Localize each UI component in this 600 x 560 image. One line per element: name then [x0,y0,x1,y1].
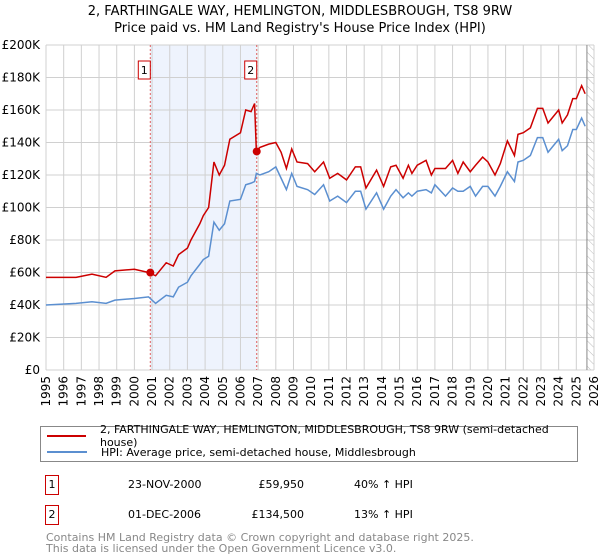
x-tick-label: 2023 [534,376,548,407]
sale-row: 1 23-NOV-2000 £59,950 40% ↑ HPI [40,475,600,495]
y-tick-label: £80K [9,233,41,247]
x-tick-label: 2024 [552,376,566,407]
x-tick-label: 2020 [481,376,495,407]
x-tick-label: 1995 [39,376,53,407]
x-tick-label: 2000 [127,376,141,407]
x-tick-label: 2015 [393,376,407,407]
sale-marker-label: 1 [141,64,148,77]
x-tick-label: 2013 [357,376,371,407]
sale-marker: 2 [45,505,59,525]
x-tick-label: 2002 [163,376,177,407]
x-tick-label: 2003 [180,376,194,407]
y-tick-label: £20K [9,331,41,345]
x-tick-label: 2008 [269,376,283,407]
sale-date: 23-NOV-2000 [128,478,202,491]
x-tick-label: 2021 [499,376,513,407]
y-tick-label: £140K [2,136,42,150]
legend-item-property: 2, FARTHINGALE WAY, HEMLINGTON, MIDDLESB… [41,423,577,449]
chart-subtitle: Price paid vs. HM Land Registry's House … [114,21,486,36]
x-tick-label: 2016 [410,376,424,407]
sale-point [146,268,155,277]
x-tick-label: 2017 [428,376,442,407]
x-tick-label: 2018 [446,376,460,407]
x-tick-label: 2009 [286,376,300,407]
x-tick-label: 2001 [145,376,159,407]
y-tick-label: £160K [2,103,42,117]
sale-hpi-diff: 40% ↑ HPI [354,478,413,491]
x-tick-label: 2006 [233,376,247,407]
y-tick-label: £60K [9,266,41,280]
y-tick-label: £40K [9,298,41,312]
property-price-line [46,83,586,279]
legend: 2, FARTHINGALE WAY, HEMLINGTON, MIDDLESB… [40,423,578,462]
x-tick-label: 1999 [110,376,124,407]
y-tick-label: £180K [2,71,42,85]
x-tick-label: 2022 [516,376,530,407]
sale-hpi-diff: 13% ↑ HPI [354,508,413,521]
y-tick-label: £0 [25,363,40,377]
price-chart: 1995 1996 1997 1998 1999 2000 2001 2002 2003 2004… [2,38,600,407]
x-tick-label: 2010 [304,376,318,407]
x-tick-label: 2011 [322,376,336,407]
x-tick-label: 2026 [587,376,600,407]
legend-label: HPI: Average price, semi-detached house,… [101,445,416,459]
y-tick-label: £200K [2,38,42,52]
x-tick-label: 2014 [375,376,389,407]
sale-marker-box [244,60,258,80]
y-tick-label: £100K [2,201,42,215]
legend-label: 2, FARTHINGALE WAY, HEMLINGTON, MIDDLESB… [99,423,549,449]
hpi-line [45,116,586,306]
sale-point [252,147,261,156]
x-tick-label: 2007 [251,376,265,407]
x-tick-label: 2004 [198,376,212,407]
sale-marker-box [137,60,151,80]
legend-red-line [47,435,86,437]
footer-copyright: Contains HM Land Registry data © Crown c… [46,531,474,544]
x-tick-label: 2005 [216,376,230,407]
legend-blue-line [47,451,87,453]
sale-marker-label: 2 [247,64,254,77]
x-tick-label: 2025 [569,376,583,407]
sale-row: 2 01-DEC-2006 £134,500 13% ↑ HPI [40,505,600,525]
x-tick-label: 1998 [92,376,106,407]
sale-date: 01-DEC-2006 [128,508,202,521]
x-tick-label: 1997 [74,376,88,407]
footer-licence: This data is licensed under the Open Gov… [46,542,397,555]
x-tick-label: 2019 [463,376,477,407]
x-tick-label: 2012 [340,376,354,407]
y-tick-label: £120K [2,168,42,182]
x-tick-label: 1996 [57,376,71,407]
sale-price: £134,500 [251,508,305,521]
legend-item-hpi: HPI: Average price, semi-detached house,… [41,444,416,460]
sale-marker: 1 [45,475,59,495]
sale-price: £59,950 [258,478,305,491]
chart-title: 2, FARTHINGALE WAY, HEMLINGTON, MIDDLESB… [87,4,513,19]
